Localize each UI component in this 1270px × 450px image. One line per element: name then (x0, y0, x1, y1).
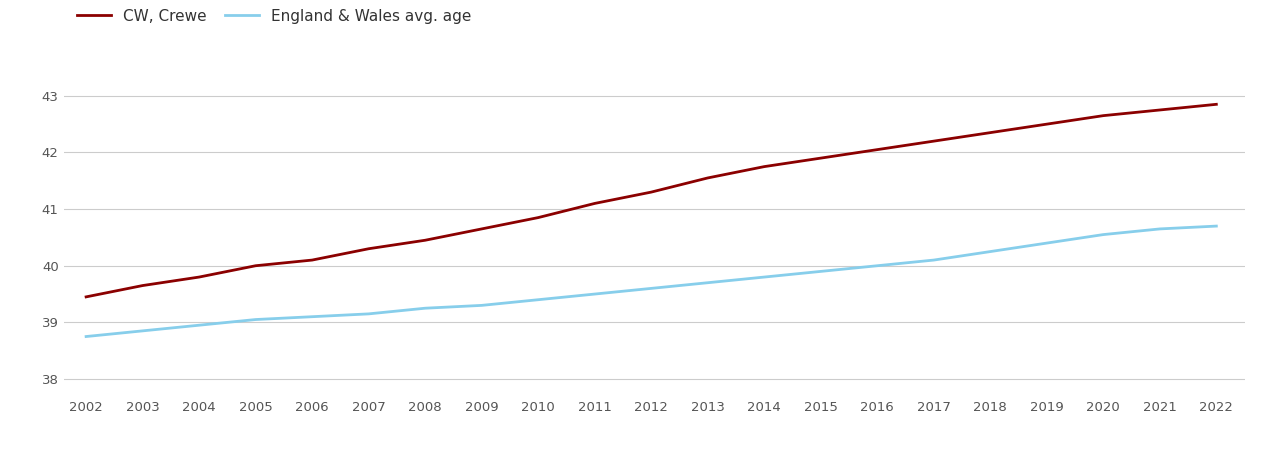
England & Wales avg. age (305, 314, 320, 319)
England & Wales avg. age (813, 269, 828, 274)
England & Wales avg. age (531, 297, 546, 302)
Line: England & Wales avg. age: England & Wales avg. age (86, 226, 1217, 337)
CW, Crewe (926, 139, 941, 144)
England & Wales avg. age (1039, 240, 1054, 246)
CW, Crewe (587, 201, 602, 206)
England & Wales avg. age (79, 334, 94, 339)
England & Wales avg. age (474, 303, 489, 308)
CW, Crewe (248, 263, 263, 269)
England & Wales avg. age (361, 311, 376, 317)
England & Wales avg. age (248, 317, 263, 322)
CW, Crewe (1152, 107, 1167, 112)
CW, Crewe (644, 189, 659, 195)
England & Wales avg. age (418, 306, 433, 311)
Legend: CW, Crewe, England & Wales avg. age: CW, Crewe, England & Wales avg. age (71, 3, 478, 30)
England & Wales avg. age (926, 257, 941, 263)
CW, Crewe (305, 257, 320, 263)
CW, Crewe (418, 238, 433, 243)
CW, Crewe (813, 155, 828, 161)
CW, Crewe (474, 226, 489, 232)
CW, Crewe (1039, 122, 1054, 127)
CW, Crewe (757, 164, 772, 169)
England & Wales avg. age (1096, 232, 1111, 237)
England & Wales avg. age (587, 291, 602, 297)
England & Wales avg. age (135, 328, 150, 333)
CW, Crewe (1096, 113, 1111, 118)
CW, Crewe (700, 175, 715, 180)
England & Wales avg. age (700, 280, 715, 285)
CW, Crewe (1209, 102, 1224, 107)
CW, Crewe (135, 283, 150, 288)
CW, Crewe (192, 274, 207, 280)
England & Wales avg. age (983, 249, 998, 254)
CW, Crewe (983, 130, 998, 135)
England & Wales avg. age (644, 286, 659, 291)
Line: CW, Crewe: CW, Crewe (86, 104, 1217, 297)
England & Wales avg. age (1209, 223, 1224, 229)
CW, Crewe (531, 215, 546, 220)
England & Wales avg. age (870, 263, 885, 269)
England & Wales avg. age (192, 323, 207, 328)
CW, Crewe (79, 294, 94, 300)
CW, Crewe (361, 246, 376, 252)
England & Wales avg. age (1152, 226, 1167, 232)
England & Wales avg. age (757, 274, 772, 280)
CW, Crewe (870, 147, 885, 152)
